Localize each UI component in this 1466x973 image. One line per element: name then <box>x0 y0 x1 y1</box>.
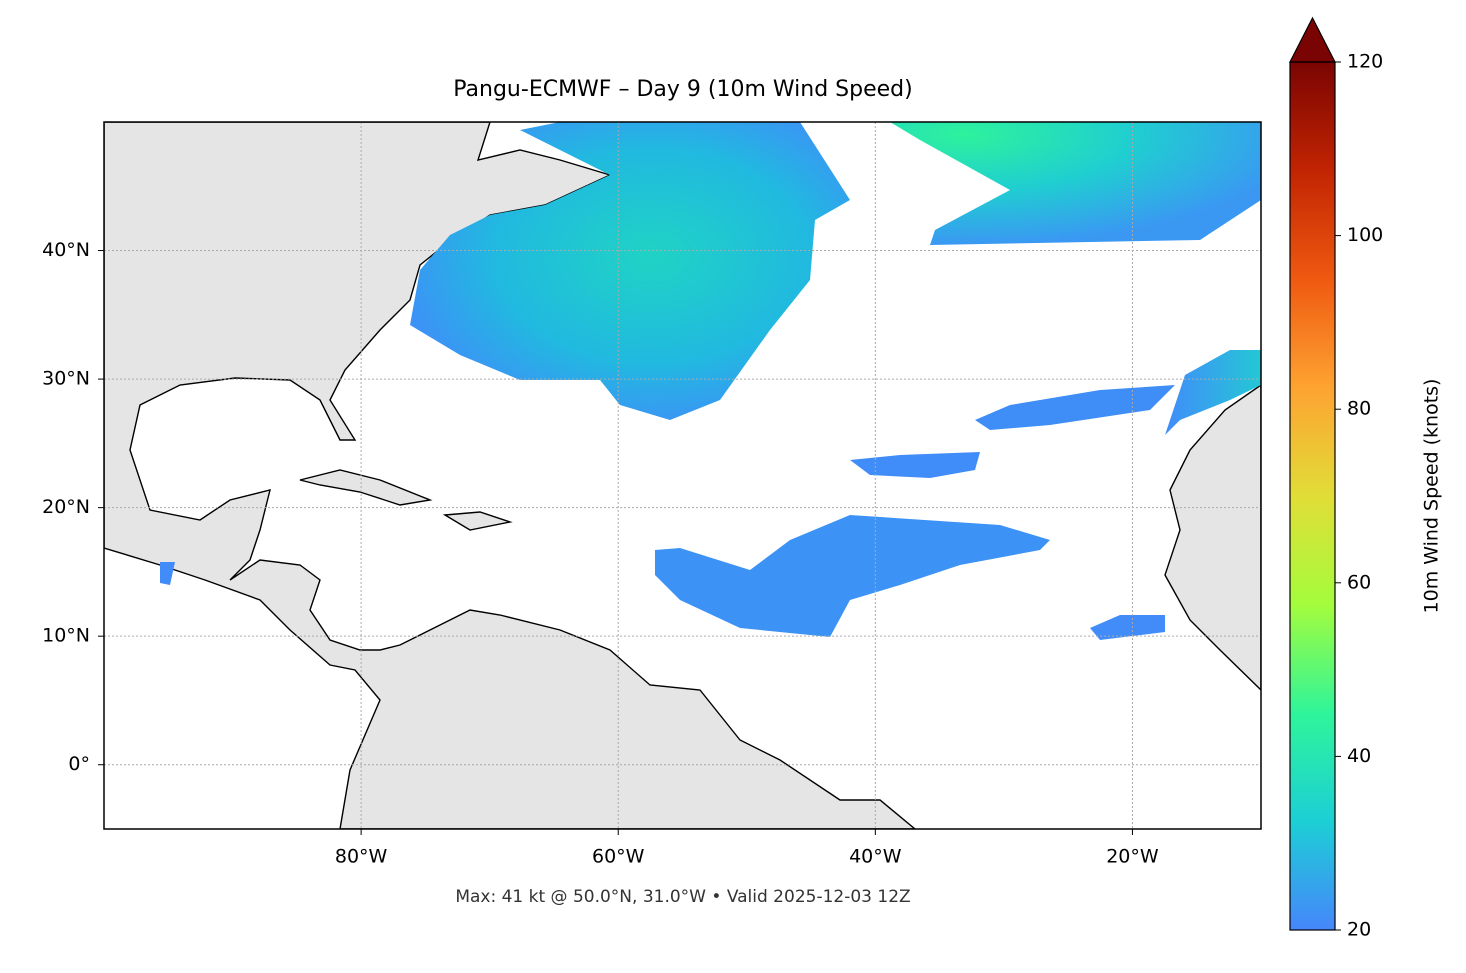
wind-area <box>850 452 980 478</box>
chart-title: Pangu-ECMWF – Day 9 (10m Wind Speed) <box>453 77 912 102</box>
x-tick-label: 20°W <box>1106 846 1159 868</box>
land <box>442 511 513 531</box>
colorbar-tick-label: 20 <box>1347 919 1371 941</box>
footer: Max: 41 kt @ 50.0°N, 31.0°W • Valid 2025… <box>455 887 910 907</box>
land <box>299 469 433 506</box>
colorbar-tick-label: 120 <box>1347 51 1383 73</box>
y-tick-label: 10°N <box>42 625 90 647</box>
colorbar <box>1290 62 1335 930</box>
map <box>104 122 1261 829</box>
wind-area <box>655 515 1050 637</box>
colorbar-tick-label: 60 <box>1347 571 1371 593</box>
wind-area <box>975 385 1175 430</box>
colorbar-extend <box>1289 16 1336 63</box>
land <box>104 122 917 829</box>
x-tick-label: 40°W <box>849 846 902 868</box>
wind-area <box>1090 615 1165 640</box>
colorbar-tick-label: 80 <box>1347 398 1371 420</box>
wind-area <box>160 562 175 585</box>
wind-area <box>890 122 1261 245</box>
y-tick-label: 0° <box>68 753 90 775</box>
y-tick-label: 20°N <box>42 496 90 518</box>
x-tick-label: 80°W <box>335 846 388 868</box>
colorbar-tick-label: 100 <box>1347 224 1383 246</box>
wind-area <box>410 122 850 420</box>
y-tick-label: 30°N <box>42 368 90 390</box>
colorbar-label: 10m Wind Speed (knots) <box>1421 379 1443 614</box>
plot-frame <box>103 121 1262 830</box>
colorbar-frame <box>1289 61 1336 931</box>
wind-area <box>1165 350 1261 435</box>
colorbar-tick-label: 40 <box>1347 745 1371 767</box>
land <box>1164 384 1261 691</box>
y-tick-label: 40°N <box>42 239 90 261</box>
x-tick-label: 60°W <box>592 846 645 868</box>
